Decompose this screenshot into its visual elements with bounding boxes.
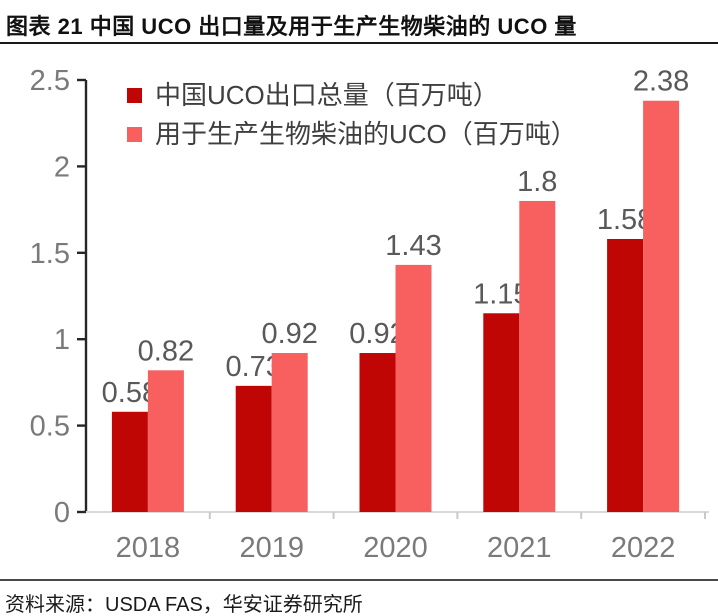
legend-label-uco-biodiesel: 用于生产生物柴油的UCO（百万吨） xyxy=(155,119,577,149)
legend-item-uco-exports: 中国UCO出口总量（百万吨） xyxy=(127,80,577,110)
bar-exports-2021 xyxy=(483,313,520,512)
bar-exports-2019 xyxy=(235,385,272,512)
bar-biodiesel-2018 xyxy=(147,370,184,512)
x-axis-category-label: 2019 xyxy=(239,532,304,564)
bar-biodiesel-2021 xyxy=(519,200,556,512)
bar-value-label: 1.43 xyxy=(385,230,441,262)
legend-label-uco-exports: 中国UCO出口总量（百万吨） xyxy=(155,80,499,110)
y-axis-tick-label: 0 xyxy=(54,497,70,529)
bar-value-label: 0.92 xyxy=(261,318,317,350)
y-axis-tick-label: 2 xyxy=(54,151,70,183)
bar-value-label: 1.8 xyxy=(517,166,557,198)
source-note: 资料来源：USDA FAS，华安证券研究所 xyxy=(5,594,363,616)
bar-value-label: 2.38 xyxy=(633,66,689,98)
y-axis-tick-label: 2.5 xyxy=(30,65,70,97)
bar-chart: 0 0.5 1 1.5 2 2.5 0.58 0.82 2018 0.73 0.92 2019 0.92… xyxy=(0,44,718,579)
bar-exports-2022 xyxy=(607,238,644,512)
y-axis-tick-label: 0.5 xyxy=(30,411,70,443)
legend-item-uco-biodiesel: 用于生产生物柴油的UCO（百万吨） xyxy=(127,119,577,149)
bar-biodiesel-2020 xyxy=(395,264,432,512)
legend-swatch-uco-exports xyxy=(127,87,142,103)
bar-value-label: 0.82 xyxy=(138,335,194,367)
legend-swatch-uco-biodiesel xyxy=(127,126,142,142)
x-axis-category-label: 2022 xyxy=(611,532,676,564)
x-axis-category-label: 2020 xyxy=(363,532,428,564)
bar-biodiesel-2019 xyxy=(271,353,308,512)
y-axis-tick-label: 1.5 xyxy=(30,238,70,270)
chart-legend: 中国UCO出口总量（百万吨） 用于生产生物柴油的UCO（百万吨） xyxy=(127,80,577,158)
footer-divider xyxy=(0,579,718,581)
chart-canvas: 00.511.522.50.580.8220180.730.9220190.92… xyxy=(30,65,709,564)
bar-biodiesel-2022 xyxy=(643,100,680,513)
x-axis-category-label: 2021 xyxy=(487,532,552,564)
x-axis-category-label: 2018 xyxy=(116,532,181,564)
bar-exports-2018 xyxy=(111,411,148,512)
figure-title: 图表 21 中国 UCO 出口量及用于生产生物柴油的 UCO 量 xyxy=(6,14,577,39)
y-axis-tick-label: 1 xyxy=(54,324,70,356)
bar-exports-2020 xyxy=(359,353,396,512)
title-underline xyxy=(0,42,718,44)
